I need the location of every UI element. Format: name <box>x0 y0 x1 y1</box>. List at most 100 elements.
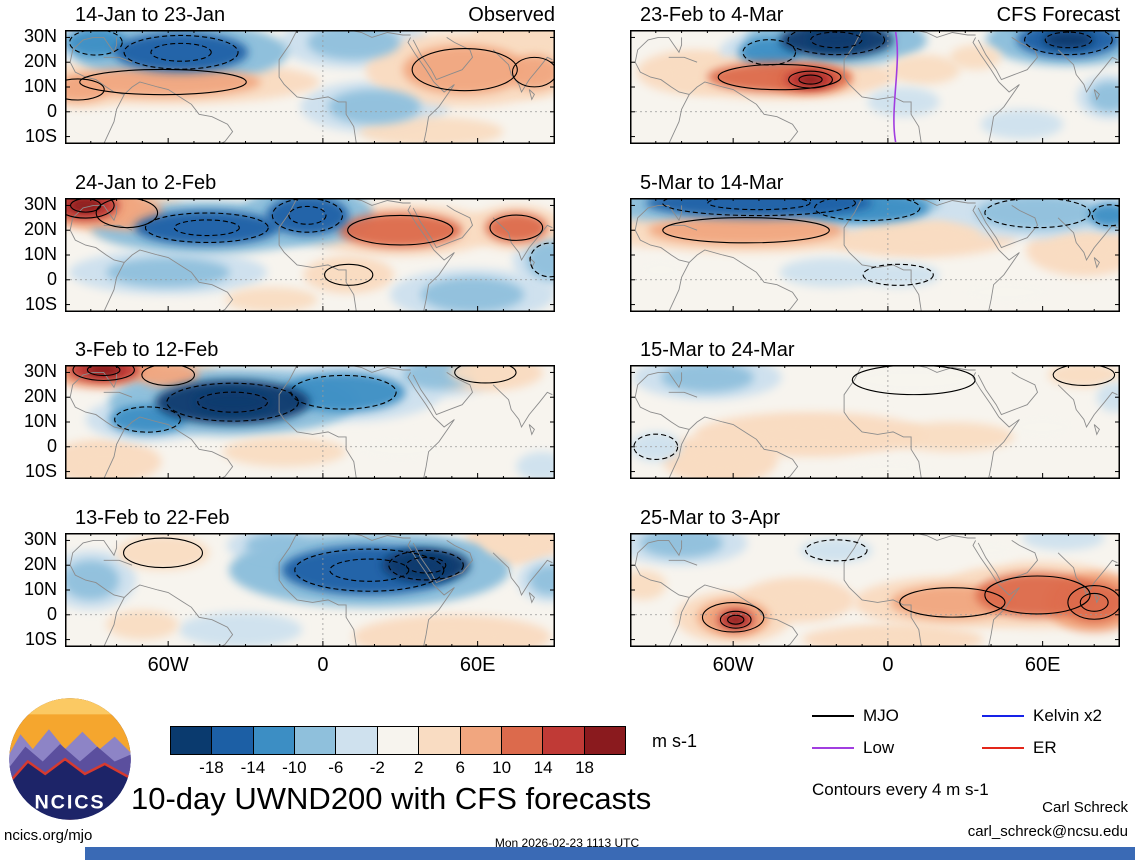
author-email: carl_schreck@ncsu.edu <box>967 823 1128 840</box>
lat-tick-label: 20N <box>23 219 57 240</box>
colorbar-tick: 2 <box>413 758 424 777</box>
colorbar-tick: -10 <box>282 758 307 777</box>
lat-tick-label: 0 <box>46 435 57 456</box>
colorbar-segment <box>294 727 336 754</box>
map-panel-forecast-2: 5-Mar to 14-Mar <box>630 172 1120 312</box>
colorbar-tick: 14 <box>533 758 553 777</box>
lon-tick-label: 60E <box>459 654 496 676</box>
lat-tick-label: 20N <box>23 554 57 575</box>
colorbar-tick-labels: -18 -14 -10 -6 -2 2 6 10 14 18 <box>170 755 626 777</box>
map-canvas <box>630 533 1120 647</box>
colorbar-tick: -18 <box>199 758 224 777</box>
legend-item-er: ER <box>982 738 1132 758</box>
panel-title: 24-Jan to 2-Feb <box>75 172 217 194</box>
lon-tick-label: 60E <box>1024 654 1061 676</box>
lat-tick-label: 10N <box>23 411 57 431</box>
observed-column-label: Observed <box>468 4 555 26</box>
legend-item-low: Low <box>812 738 982 758</box>
lat-tick-label: 30N <box>23 194 57 215</box>
panel-title: 3-Feb to 12-Feb <box>75 339 219 361</box>
er-line-sample <box>982 747 1024 749</box>
panel-title: 25-Mar to 3-Apr <box>640 507 781 529</box>
colorbar-segment <box>335 727 377 754</box>
map-canvas <box>630 365 1120 479</box>
contour-interval-note: Contours every 4 m s-1 <box>812 780 989 799</box>
legend-label: MJO <box>863 706 899 725</box>
colorbar-tick: 10 <box>492 758 512 777</box>
lat-tick-label: 10N <box>23 76 57 96</box>
colorbar-segments <box>170 726 626 755</box>
map-panel-observed-2: 24-Jan to 2-Feb <box>65 172 555 312</box>
colorbar-segment <box>211 727 253 754</box>
map-panel-forecast-1: 23-Feb to 4-Mar CFS Forecast <box>630 4 1120 144</box>
generation-timestamp: Mon 2026-02-23 1113 UTC <box>494 836 640 850</box>
colorbar-tick: 18 <box>575 758 594 777</box>
lat-tick-label: 0 <box>46 268 57 289</box>
lat-tick-label: 10S <box>24 293 57 314</box>
lat-tick-label: 10S <box>24 628 57 649</box>
map-canvas <box>65 30 555 144</box>
panel-title: 5-Mar to 14-Mar <box>640 172 784 194</box>
panel-title: 15-Mar to 24-Mar <box>640 339 795 361</box>
legend-item-kelvin: Kelvin x2 <box>982 706 1132 726</box>
lon-tick-label: 0 <box>317 654 329 676</box>
ncics-logo: NCICS <box>9 698 131 820</box>
colorbar-tick: -14 <box>240 758 266 777</box>
logo-front-mountains <box>9 757 131 820</box>
legend-item-mjo: MJO <box>812 706 982 726</box>
colorbar-segment <box>376 727 419 754</box>
colorbar-segment <box>459 727 501 754</box>
legend-label: ER <box>1033 738 1057 757</box>
lat-tick-label: 30N <box>23 529 57 550</box>
map-panel-forecast-3: 15-Mar to 24-Mar <box>630 339 1120 479</box>
lat-tick-label: 20N <box>23 51 57 72</box>
map-canvas <box>65 533 555 647</box>
colorbar-segment <box>542 727 584 754</box>
colorbar-segment <box>500 727 543 754</box>
panel-title: 23-Feb to 4-Mar <box>640 4 784 26</box>
legend-label: Kelvin x2 <box>1033 706 1102 725</box>
lat-tick-label: 0 <box>46 603 57 624</box>
lon-tick-label: 60W <box>147 654 189 676</box>
colorbar-segment <box>171 727 212 754</box>
legend: MJO Kelvin x2 Low ER <box>812 706 1132 758</box>
lat-tick-label: 30N <box>23 26 57 47</box>
map-canvas <box>630 198 1120 312</box>
colorbar-segment <box>583 727 625 754</box>
map-canvas <box>65 198 555 312</box>
map-panel-observed-1: 14-Jan to 23-Jan Observed <box>65 4 555 144</box>
figure-title: 10-day UWND200 with CFS forecasts <box>131 781 652 816</box>
colorbar-tick: -2 <box>369 758 385 777</box>
lat-tick-label: 0 <box>46 100 57 121</box>
lat-tick-label: 10S <box>24 460 57 481</box>
kelvin-line-sample <box>982 715 1024 717</box>
low-line-sample <box>812 747 854 749</box>
forecast-column-label: CFS Forecast <box>996 4 1120 26</box>
mjo-line-sample <box>812 715 854 717</box>
lat-tick-label: 20N <box>23 386 57 407</box>
lat-tick-label: 10N <box>23 579 57 599</box>
credits: Carl Schreck carl_schreck@ncsu.edu <box>968 799 1128 840</box>
colorbar-segment <box>418 727 460 754</box>
logo-text: NCICS <box>35 792 106 814</box>
colorbar-units: m s-1 <box>652 731 697 751</box>
lat-tick-label: 10S <box>24 125 57 146</box>
author-name: Carl Schreck <box>1042 799 1128 816</box>
legend-label: Low <box>863 738 895 757</box>
map-panel-observed-4: 13-Feb to 22-Feb <box>65 507 555 647</box>
colorbar-tick: -6 <box>328 758 344 777</box>
map-canvas <box>630 30 1120 144</box>
lon-tick-label: 60W <box>712 654 754 676</box>
map-canvas <box>65 365 555 479</box>
colorbar-tick: 6 <box>455 758 465 777</box>
panel-title: 13-Feb to 22-Feb <box>75 507 230 529</box>
site-url: ncics.org/mjo <box>4 827 93 844</box>
footer-bar <box>85 847 1135 860</box>
map-panel-forecast-4: 25-Mar to 3-Apr <box>630 507 1120 647</box>
panel-title: 14-Jan to 23-Jan <box>75 4 226 26</box>
lon-tick-label: 0 <box>882 654 894 676</box>
lat-tick-label: 10N <box>23 244 57 264</box>
map-panel-observed-3: 3-Feb to 12-Feb <box>65 339 555 479</box>
lat-tick-label: 30N <box>23 361 57 382</box>
colorbar-segment <box>252 727 295 754</box>
